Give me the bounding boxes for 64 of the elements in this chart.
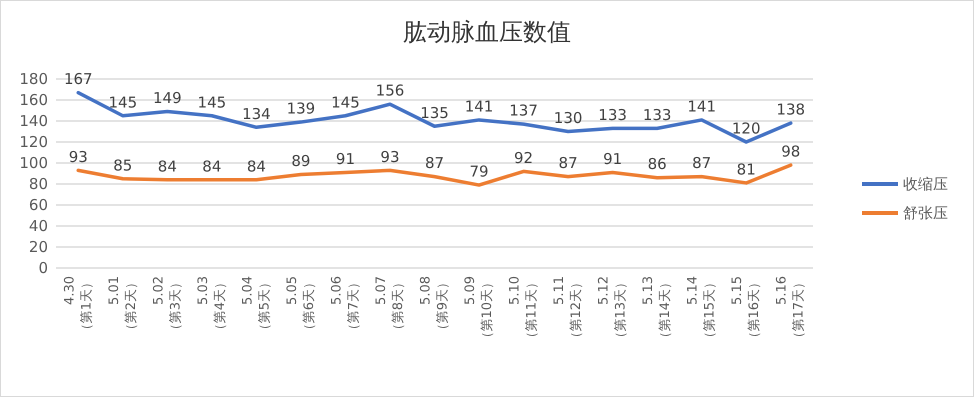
data-label: 133 [642, 106, 672, 124]
data-label: 84 [158, 157, 177, 176]
data-label: 91 [603, 150, 622, 168]
chart-title: 肱动脉血压数值 [403, 18, 571, 46]
data-label: 156 [376, 82, 404, 100]
data-label: 84 [202, 157, 222, 176]
x-tick-label: 5.14 （第15天） [686, 276, 718, 345]
x-tick-label: 5.05 （第6天） [284, 276, 317, 336]
data-label: 141 [464, 97, 494, 116]
data-label: 141 [687, 97, 716, 116]
y-tick-label: 180 [19, 70, 48, 88]
data-label: 137 [509, 102, 538, 120]
y-tick-label: 140 [19, 112, 48, 130]
x-tick-label: 5.06 （第7天） [329, 276, 362, 336]
data-label: 149 [153, 89, 182, 108]
x-tick-label: 5.10 （第11天） [508, 276, 540, 345]
x-tick-label: 5.13 （第14天） [641, 276, 674, 345]
data-label: 133 [598, 106, 627, 124]
data-label: 135 [420, 104, 449, 122]
data-label: 86 [648, 155, 667, 174]
data-label: 145 [198, 93, 226, 112]
legend-label: 收缩压 [903, 175, 948, 193]
y-tick-label: 20 [28, 238, 48, 256]
x-tick-label: 5.09 （第10天） [463, 276, 496, 345]
x-tick-label: 5.01 （第2天） [106, 276, 139, 336]
data-label: 84 [246, 157, 266, 176]
data-label: 145 [108, 93, 138, 112]
y-tick-label: 160 [19, 91, 48, 109]
x-tick-label: 5.16 （第17天） [774, 276, 807, 345]
data-label: 87 [424, 154, 444, 172]
data-label: 81 [736, 160, 756, 178]
x-tick-label: 5.07 （第8天） [374, 276, 406, 336]
y-tick-label: 120 [19, 133, 48, 151]
data-label: 85 [113, 156, 132, 174]
x-tick-label: 4.30 （第1天） [62, 276, 94, 336]
data-label: 87 [692, 154, 712, 172]
data-label: 79 [469, 162, 489, 181]
x-tick-label: 5.11 （第12天） [552, 276, 584, 345]
data-label: 139 [286, 100, 316, 118]
y-tick-label: 100 [19, 154, 48, 172]
data-label: 138 [776, 100, 806, 119]
y-tick-label: 60 [28, 196, 48, 214]
legend-label: 舒张压 [903, 204, 948, 222]
x-tick-label: 5.08 （第9天） [418, 276, 450, 336]
data-label: 92 [514, 148, 534, 167]
data-label: 98 [781, 142, 800, 161]
data-label: 145 [331, 93, 360, 112]
data-label: 130 [554, 109, 582, 127]
x-tick-label: 5.04 （第5天） [240, 276, 272, 336]
y-tick-label: 0 [38, 259, 48, 277]
y-tick-label: 80 [28, 175, 48, 193]
data-label: 91 [336, 150, 355, 168]
x-tick-label: 5.15 （第16天） [730, 276, 762, 345]
data-label: 120 [732, 120, 761, 138]
data-label: 93 [68, 148, 88, 166]
x-tick-label: 5.12 （第13天） [596, 276, 629, 345]
data-label: 93 [380, 148, 400, 166]
x-tick-label: 5.03 （第4天） [196, 276, 228, 336]
x-tick-label: 5.02 （第3天） [151, 276, 184, 336]
y-tick-label: 40 [28, 217, 48, 235]
data-label: 167 [64, 70, 93, 88]
data-label: 134 [242, 104, 271, 123]
data-label: 89 [291, 152, 310, 170]
data-label: 87 [558, 154, 578, 172]
